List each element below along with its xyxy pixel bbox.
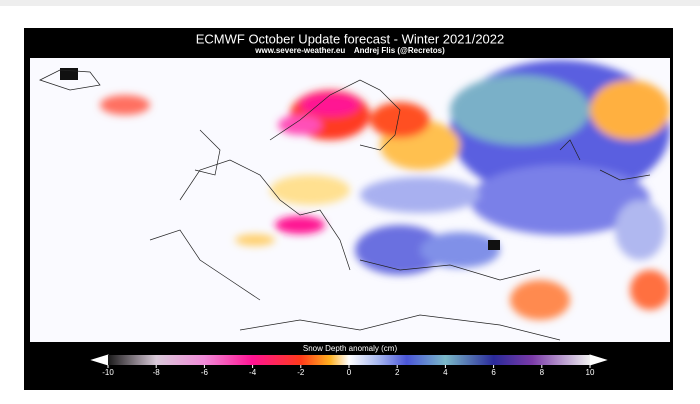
title: ECMWF October Update forecast - Winter 2… bbox=[196, 31, 505, 46]
tick-label: 0 bbox=[347, 368, 352, 377]
tick-label: -8 bbox=[153, 368, 161, 377]
tick-label: -4 bbox=[249, 368, 257, 377]
caucasus-mark bbox=[488, 240, 500, 250]
iceland-mark bbox=[60, 68, 78, 80]
tick-label: 6 bbox=[491, 368, 496, 377]
subtitle: www.severe-weather.eu Andrej Flis (@Recr… bbox=[254, 46, 445, 55]
map bbox=[30, 58, 670, 342]
top-bar bbox=[0, 0, 700, 6]
tick-label: 2 bbox=[395, 368, 400, 377]
anomaly-field bbox=[100, 60, 670, 320]
tick-label: -6 bbox=[201, 368, 209, 377]
tick-label: 10 bbox=[586, 368, 595, 377]
colorbar bbox=[108, 355, 590, 365]
coastlines bbox=[39, 69, 651, 341]
tick-label: -2 bbox=[297, 368, 305, 377]
tick-label: 4 bbox=[443, 368, 448, 377]
tick-label: -10 bbox=[102, 368, 114, 377]
tick-label: 8 bbox=[540, 368, 545, 377]
colorbar-label: Snow Depth anomaly (cm) bbox=[303, 344, 398, 353]
colorbar-ticks: -10 -8 -6 -4 -2 0 2 4 6 8 10 bbox=[102, 365, 595, 377]
